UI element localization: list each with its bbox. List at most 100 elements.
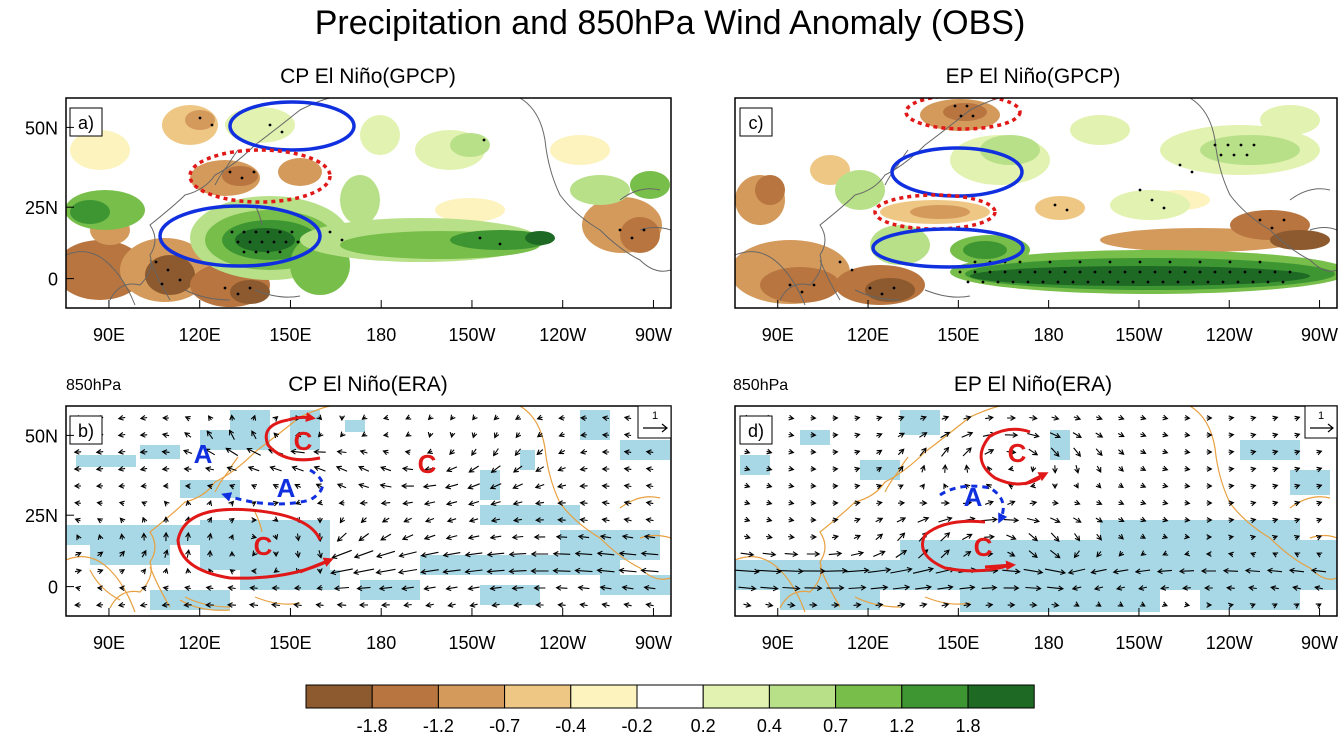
wind-vector: [552, 551, 571, 557]
wind-vector: [1073, 517, 1082, 523]
wind-vector: [784, 551, 799, 558]
wind-vector: [1184, 448, 1191, 455]
wind-vector: [467, 483, 480, 490]
wind-vector: [557, 602, 566, 608]
wind-vector: [382, 414, 390, 421]
wind-vector: [766, 482, 773, 489]
wind-vector: [163, 531, 169, 542]
wind-vector: [140, 585, 147, 592]
wind-vector: [490, 517, 501, 523]
wind-vector: [511, 534, 524, 541]
wind-vector: [1184, 414, 1191, 421]
wind-vector: [468, 500, 480, 507]
wind-vector: [376, 550, 396, 559]
panel-b-label-box: [69, 415, 103, 445]
panel-b-map: A A C C C: [66, 406, 671, 613]
wind-vector: [897, 465, 904, 472]
wind-vector: [533, 534, 546, 540]
panel-b-cyclone-arrow-north-head: [287, 412, 316, 422]
wind-vector: [1250, 500, 1257, 507]
wind-vector: [515, 432, 522, 439]
wind-vector: [1007, 500, 1016, 506]
colorbar-label: 0.7: [823, 716, 848, 736]
wind-vector: [601, 517, 610, 523]
wind-vector: [397, 568, 418, 575]
panel-a: CP El Niño(GPCP): [25, 65, 672, 345]
panel-c-label: c): [749, 113, 764, 133]
wind-vector: [225, 447, 239, 457]
wind-vector: [161, 466, 170, 472]
wind-vector: [449, 431, 456, 439]
wind-vector: [1272, 483, 1279, 490]
wind-vector: [97, 551, 104, 557]
wind-vector: [1162, 431, 1169, 438]
wind-vector: [1184, 465, 1191, 472]
panel-b-cyclone-arrow-south: [176, 507, 331, 580]
wind-vector: [295, 533, 301, 542]
panel-d-cyclone-label-c2: C: [974, 532, 993, 562]
wind-vector: [766, 533, 773, 540]
wind-vector: [1049, 549, 1061, 559]
wind-vector: [450, 414, 456, 421]
wind-vector: [1184, 499, 1191, 506]
wind-vector: [1118, 516, 1125, 523]
wind-vector: [423, 585, 436, 592]
wind-vector: [118, 585, 125, 592]
wind-vector: [291, 465, 304, 472]
wind-vector: [489, 585, 502, 592]
wind-vector: [271, 585, 280, 591]
wind-vector: [919, 602, 928, 608]
panel-b-ref-vector-label: 1: [652, 410, 658, 422]
wind-vector: [184, 416, 191, 422]
wind-vector: [917, 516, 930, 523]
wind-vector: [1140, 550, 1147, 556]
wind-vector: [229, 484, 236, 490]
wind-vector: [464, 568, 483, 575]
panel-b-level: 850hPa: [66, 377, 121, 394]
wind-vector: [336, 449, 347, 455]
wind-vector: [897, 432, 905, 438]
wind-vector: [579, 602, 588, 608]
wind-vector: [765, 602, 774, 608]
wind-vector: [117, 432, 126, 438]
wind-vector: [119, 550, 125, 557]
wind-vector: [1118, 550, 1125, 557]
panel-b: 850hPa CP El Niño(ERA): [25, 373, 672, 653]
panel-d-ref-vector-box: [1304, 405, 1338, 439]
wind-vector: [555, 585, 568, 591]
wind-vector: [621, 533, 634, 540]
wind-vector: [359, 449, 368, 455]
wind-vector: [1050, 447, 1060, 457]
panel-a-wet-anomaly: [66, 107, 670, 295]
wind-vector: [788, 499, 795, 506]
wind-vector: [141, 501, 148, 507]
wind-vector: [512, 465, 523, 473]
wind-vector: [1206, 602, 1213, 608]
panel-b-cyclone-label-c2: C: [418, 449, 437, 479]
wind-vector: [1184, 516, 1191, 523]
wind-vector: [226, 466, 237, 472]
x-tick-label: 150E: [937, 633, 979, 653]
x-tick-label: 180: [366, 325, 396, 345]
wind-vector: [1294, 517, 1301, 524]
wind-vector: [161, 602, 170, 608]
panel-c: EP El Niño(GPCP): [734, 65, 1338, 345]
wind-vector: [985, 602, 994, 608]
wind-vector: [875, 517, 884, 523]
wind-vector: [423, 466, 436, 473]
x-axis-ticks: 90E 120E 150E 180 150W 120W 90W: [93, 300, 672, 345]
wind-vector: [1138, 585, 1147, 591]
wind-vector: [228, 500, 235, 507]
wind-vector: [117, 465, 126, 472]
x-tick-label: 120W: [1206, 325, 1253, 345]
panel-d-significance-shading: [735, 410, 1337, 612]
wind-vector: [472, 414, 478, 421]
wind-vector: [961, 431, 974, 438]
wind-vector: [1250, 466, 1257, 473]
wind-vector: [74, 500, 81, 507]
wind-vector: [1134, 568, 1151, 575]
wind-vector: [353, 550, 374, 559]
wind-vector: [330, 568, 353, 576]
panel-b-cyclone-label-c1: C: [294, 426, 313, 456]
wind-vector: [1206, 466, 1213, 472]
